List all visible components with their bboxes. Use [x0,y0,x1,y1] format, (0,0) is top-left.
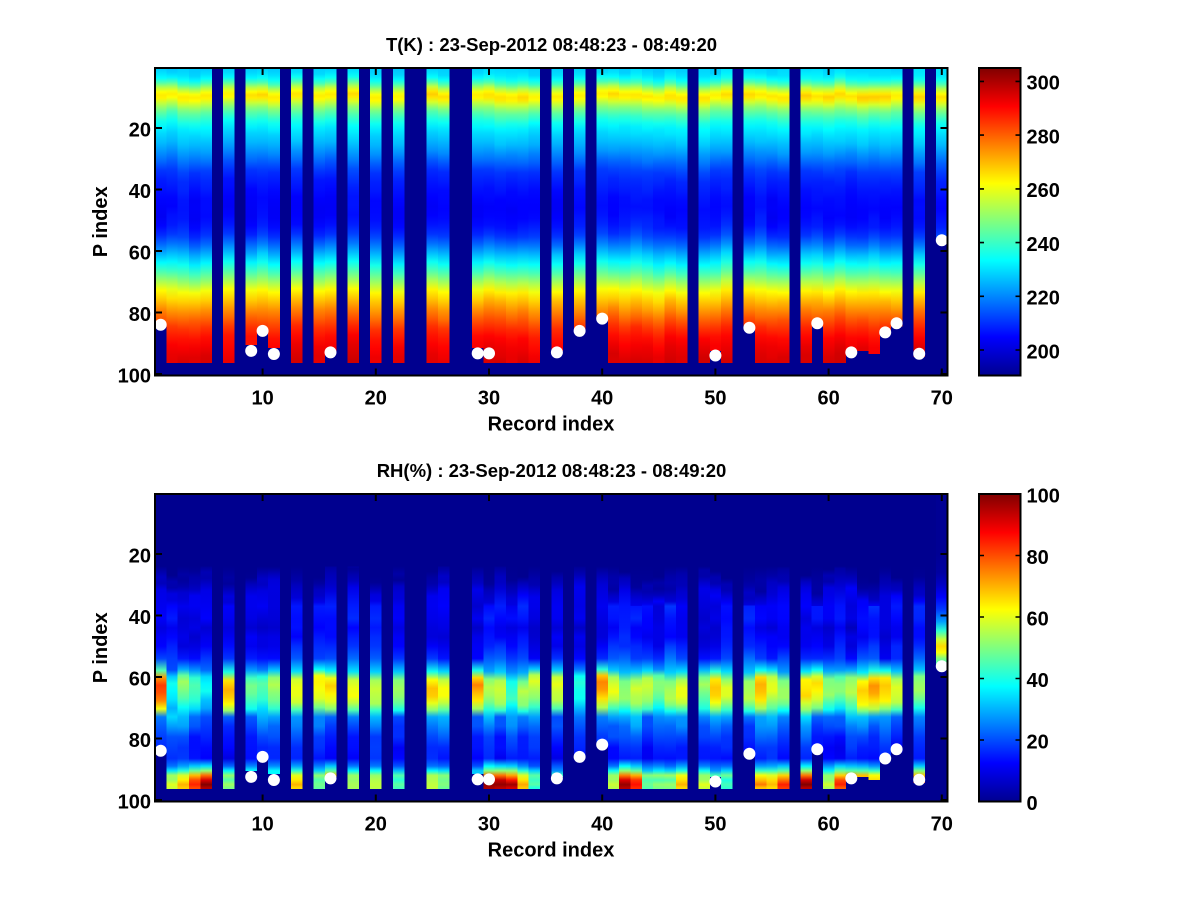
svg-text:100: 100 [118,791,151,813]
svg-text:30: 30 [478,388,500,410]
svg-text:80: 80 [129,304,151,326]
svg-text:80: 80 [129,730,151,752]
svg-text:60: 60 [129,668,151,690]
svg-text:20: 20 [365,814,387,836]
svg-text:70: 70 [931,388,953,410]
svg-text:P index: P index [90,612,112,683]
svg-text:50: 50 [704,388,726,410]
svg-text:T(K) : 23-Sep-2012 08:48:23 -: T(K) : 23-Sep-2012 08:48:23 - 08:49:20 [386,34,717,55]
svg-text:100: 100 [118,365,151,387]
svg-text:220: 220 [1027,288,1060,310]
svg-text:20: 20 [1027,731,1049,753]
svg-text:40: 40 [591,388,613,410]
svg-text:RH(%) : 23-Sep-2012 08:48:23 -: RH(%) : 23-Sep-2012 08:48:23 - 08:49:20 [377,460,727,481]
svg-text:100: 100 [1027,485,1060,507]
svg-text:40: 40 [129,607,151,629]
svg-text:20: 20 [129,545,151,567]
svg-text:70: 70 [931,814,953,836]
svg-text:260: 260 [1027,180,1060,202]
svg-text:30: 30 [478,814,500,836]
svg-text:40: 40 [591,814,613,836]
svg-text:240: 240 [1027,234,1060,256]
svg-text:60: 60 [1027,608,1049,630]
svg-text:Record index: Record index [488,839,615,861]
svg-text:40: 40 [129,181,151,203]
svg-text:80: 80 [1027,547,1049,569]
svg-text:50: 50 [704,814,726,836]
svg-text:P index: P index [90,186,112,257]
svg-text:60: 60 [817,814,839,836]
svg-text:60: 60 [129,242,151,264]
svg-text:300: 300 [1027,73,1060,95]
svg-text:40: 40 [1027,670,1049,692]
svg-text:280: 280 [1027,126,1060,148]
svg-text:20: 20 [365,388,387,410]
svg-text:0: 0 [1027,793,1038,815]
svg-text:60: 60 [817,388,839,410]
svg-text:10: 10 [251,814,273,836]
svg-text:Record index: Record index [488,413,615,435]
svg-text:10: 10 [251,388,273,410]
svg-text:20: 20 [129,119,151,141]
svg-text:200: 200 [1027,341,1060,363]
